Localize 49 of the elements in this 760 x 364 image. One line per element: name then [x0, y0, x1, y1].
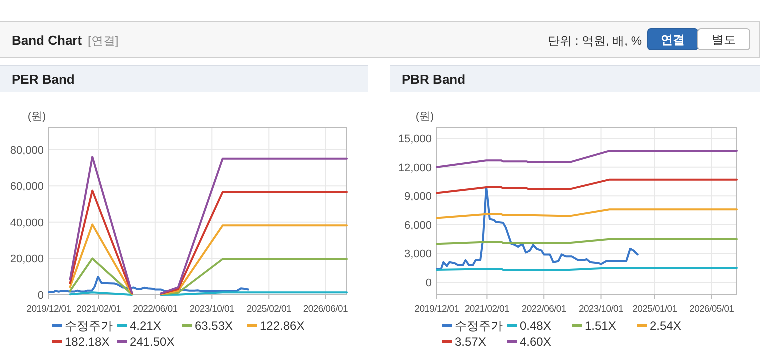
text: 연결: [661, 33, 685, 47]
line-series: [48, 276, 250, 294]
x-tick-label: 2019/12/01: [26, 304, 72, 315]
legend-label: 2.54X: [650, 319, 682, 333]
legend-label: 4.21X: [130, 319, 162, 333]
text: Band Chart: [12, 33, 83, 48]
legend-label: 1.51X: [585, 319, 616, 333]
line-series: [436, 208, 738, 220]
line-series: [436, 186, 639, 270]
y-tick-label: 9,000: [404, 191, 432, 204]
line-series: [436, 150, 738, 168]
x-tick-label: 2021/02/01: [76, 304, 122, 315]
legend-label: 241.50X: [130, 335, 175, 349]
x-tick-label: 2026/05/01: [690, 304, 734, 315]
chart-title: PER Band: [12, 72, 75, 87]
x-tick-label: 2022/06/01: [522, 304, 566, 315]
x-tick-label: 2023/10/01: [190, 304, 234, 315]
x-tick-label: 2025/02/01: [246, 304, 292, 315]
x-tick-label: 2026/06/01: [303, 304, 348, 315]
legend-label: 4.60X: [520, 335, 552, 349]
x-tick-label: 2025/01/01: [632, 304, 678, 315]
legend-label: 63.53X: [195, 319, 234, 333]
legend-label: 122.86X: [260, 319, 305, 333]
x-tick-label: 2019/12/01: [414, 304, 460, 315]
text: [연결]: [88, 34, 119, 48]
text: 별도: [712, 33, 736, 47]
legend-label: 수정주가: [65, 319, 113, 333]
x-tick-label: 2022/06/01: [133, 304, 178, 315]
y-tick-label: 15,000: [398, 134, 432, 146]
chart-title: PBR Band: [402, 72, 466, 87]
legend-label: 3.57X: [455, 335, 486, 349]
x-tick-label: 2021/02/01: [464, 304, 510, 315]
y-tick-label: 40,000: [10, 217, 44, 230]
y-tick-label: 80,000: [10, 144, 44, 157]
x-tick-label: 2023/10/01: [578, 304, 624, 315]
line-series: [436, 178, 738, 194]
legend-label: 0.48X: [520, 319, 552, 333]
legend-label: 수정주가: [455, 319, 503, 333]
y-tick-label: 12,000: [398, 162, 432, 174]
y-axis-title: (원): [416, 111, 434, 123]
y-tick-label: 20,000: [10, 254, 44, 266]
y-tick-label: 6,000: [404, 220, 432, 232]
y-tick-label: 0: [426, 278, 432, 290]
y-axis-title: (원): [28, 111, 46, 123]
y-tick-label: 0: [38, 290, 44, 302]
legend-label: 182.18X: [65, 335, 110, 349]
y-tick-label: 3,000: [404, 248, 432, 261]
y-tick-label: 60,000: [10, 181, 44, 194]
text: 단위 : 억원, 배, %: [548, 34, 642, 48]
